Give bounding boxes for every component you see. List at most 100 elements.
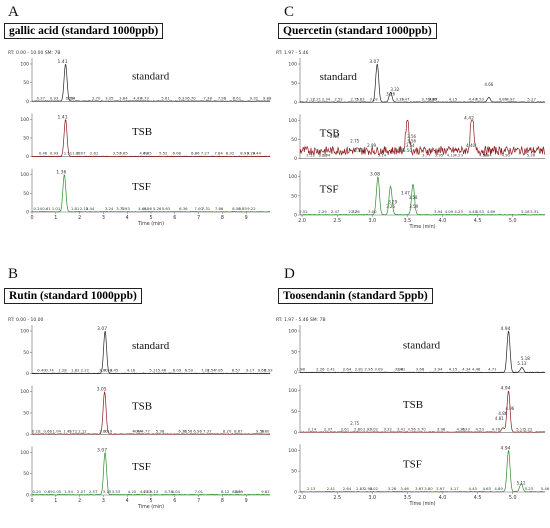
panel-letter-c: C <box>284 4 295 20</box>
rt-annotation: 2.12 <box>306 153 315 158</box>
x-tick-label: 3 <box>102 498 105 504</box>
rt-annotation: 1.05 <box>53 489 62 494</box>
rt-annotation: 4.97 <box>506 96 515 101</box>
rt-annotation: 4.16 <box>127 368 136 373</box>
rt-annotation: 5.22 <box>524 426 533 431</box>
rt-annotation: 4.90 <box>501 153 510 158</box>
rt-annotation: 3.84 <box>119 95 128 100</box>
rt-annotation: 8.69 <box>235 489 244 494</box>
rt-annotation: 8.20 <box>223 428 232 433</box>
rt-annotation: 3.45 <box>110 368 119 373</box>
rt-annotation: 1.98 <box>296 367 305 372</box>
y-tick-label: 0 <box>294 213 297 219</box>
rt-annotation: 2.41 <box>327 486 336 491</box>
y-tick-label: 50 <box>291 349 297 355</box>
rt-annotation: 9.93 <box>264 368 273 373</box>
rt-annotation: 5.52 <box>159 151 168 156</box>
trace-label-tsf: TSF <box>132 181 151 193</box>
x-tick-label: 5.0 <box>509 495 517 501</box>
rt-annotation: 2.02 <box>299 209 308 214</box>
rt-annotation: 6.56 <box>184 428 193 433</box>
rt-annotation: 1.87 <box>72 151 81 156</box>
rt-annotation: 7.27 <box>201 151 210 156</box>
peak-annotation: 5.18 <box>521 356 530 361</box>
chromatogram-trace-standard <box>299 63 546 103</box>
trace-label-standard: standard <box>132 71 170 83</box>
rt-annotation: 8.59 <box>232 206 241 211</box>
rt-annotation: 4.39 <box>132 428 141 433</box>
y-tick-label: 0 <box>294 156 297 162</box>
rt-range-label: RT: 1.97 - 5.46 <box>276 50 309 56</box>
rt-annotation: 3.41 <box>397 367 406 372</box>
rt-annotation: 0.40 <box>37 368 46 373</box>
rt-annotation: 3.94 <box>434 209 443 214</box>
x-tick-label: 7 <box>197 498 200 504</box>
peak-annotation: 3.56 <box>407 139 416 144</box>
rt-annotation: 3.00 <box>99 428 108 433</box>
x-tick-label: 1 <box>54 215 57 221</box>
x-tick-label: 4.5 <box>474 218 482 224</box>
rt-annotation: 0.24 <box>33 206 42 211</box>
y-tick-label: 100 <box>20 62 29 68</box>
y-tick-label: 50 <box>291 193 297 199</box>
rt-annotation: 2.75 <box>351 96 360 101</box>
rt-annotation: 4.71 <box>140 489 149 494</box>
x-tick-label: 2.5 <box>333 495 341 501</box>
peak-annotation: 2.81 <box>355 148 364 153</box>
rt-annotation: 3.94 <box>434 367 443 372</box>
rt-annotation: 1.51 <box>64 151 73 156</box>
rt-annotation: 5.18 <box>521 209 530 214</box>
rt-annotation: 4.69 <box>139 151 148 156</box>
rt-annotation: 2.37 <box>324 426 333 431</box>
rt-annotation: 4.64 <box>483 153 492 158</box>
y-tick-label: 100 <box>20 450 29 456</box>
rt-annotation: 3.28 <box>388 486 397 491</box>
y-tick-label: 0 <box>26 210 29 216</box>
rt-annotation: 4.73 <box>140 95 149 100</box>
rt-annotation: 7.28 <box>201 368 210 373</box>
peak-annotation: 3.39 <box>395 148 404 153</box>
rt-annotation: 2.29 <box>318 209 327 214</box>
rt-annotation: 3.00 <box>99 368 108 373</box>
rt-annotation: 9.88 <box>263 95 272 100</box>
peak-annotation: 4.86 <box>498 411 507 416</box>
rt-range-label: RT: 1.97 - 5.46 SM: 7B <box>276 317 326 323</box>
panel-title-c: Quercetin (standard 1000ppb) <box>278 23 437 39</box>
rt-annotation: 4.15 <box>449 367 458 372</box>
rt-annotation: 2.14 <box>308 426 317 431</box>
x-tick-label: 5 <box>149 498 152 504</box>
peak-label: 3.05 <box>97 387 107 393</box>
rt-annotation: 4.12 <box>447 153 456 158</box>
x-tick-label: 3.5 <box>404 218 412 224</box>
rt-annotation: 4.43 <box>468 209 477 214</box>
rt-annotation: 4.86 <box>143 206 152 211</box>
trace-label-tsb: TSB <box>320 127 340 139</box>
peak-annotation: 5.13 <box>517 361 526 366</box>
rt-annotation: 2.70 <box>92 95 101 100</box>
y-tick-label: 100 <box>20 329 29 335</box>
rt-annotation: 6.09 <box>173 368 182 373</box>
x-axis-label: Time (min) <box>408 501 435 507</box>
x-axis-label: Time (min) <box>408 224 435 230</box>
trace-label-standard: standard <box>320 71 358 83</box>
x-tick-label: 6 <box>173 498 176 504</box>
rt-annotation: 5.31 <box>530 209 539 214</box>
peak-annotation: 2.75 <box>350 139 359 144</box>
rt-annotation: 3.56 <box>407 426 416 431</box>
y-tick-label: 0 <box>26 154 29 160</box>
peak-annotation: 3.54 <box>406 143 415 148</box>
y-tick-label: 0 <box>26 493 29 499</box>
trace-label-tsb: TSB <box>403 399 423 411</box>
rt-annotation: 2.76 <box>351 209 360 214</box>
rt-annotation: 1.54 <box>64 489 73 494</box>
rt-annotation: 3.98 <box>437 426 446 431</box>
rt-annotation: 5.46 <box>158 368 167 373</box>
rt-range-label: RT: 0.00 - 10.00 SM: 7B <box>8 50 60 56</box>
rt-annotation: 2.64 <box>343 367 352 372</box>
rt-annotation: 3.18 <box>103 368 112 373</box>
rt-annotation: 5.26 <box>527 153 536 158</box>
rt-annotation: 3.24 <box>105 206 114 211</box>
rt-annotation: 2.52 <box>334 96 343 101</box>
rt-annotation: 1.01 <box>52 206 61 211</box>
rt-annotation: 0.66 <box>43 428 52 433</box>
